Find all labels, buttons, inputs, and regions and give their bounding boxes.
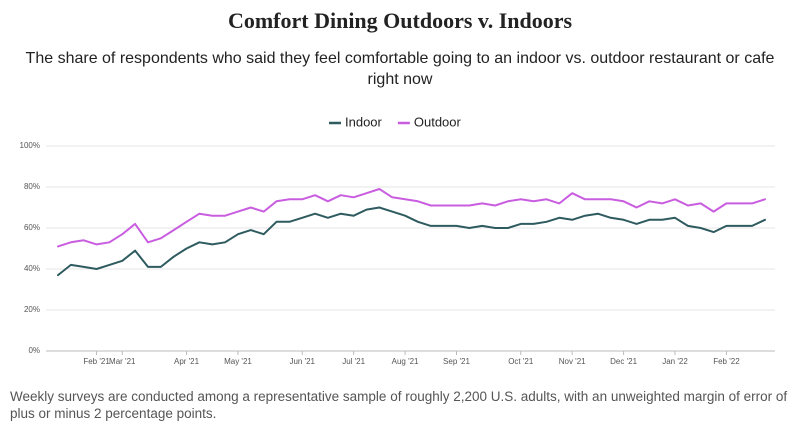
y-tick-label: 0%	[28, 346, 40, 355]
x-tick-label: Jul '21	[342, 357, 365, 366]
x-tick-label: Jan '22	[662, 357, 688, 366]
y-tick-label: 60%	[24, 223, 40, 232]
series-line	[57, 206, 766, 277]
x-tick-label: Mar '21	[109, 357, 136, 366]
x-tick-label: Oct '21	[508, 357, 534, 366]
y-tick-label: 100%	[20, 141, 40, 150]
x-tick-label: Feb '22	[713, 357, 740, 366]
series-line	[57, 188, 766, 248]
x-tick-label: Nov '21	[559, 357, 586, 366]
legend-label: Outdoor	[414, 114, 462, 129]
y-tick-label: 80%	[24, 182, 40, 191]
legend-label: Indoor	[345, 114, 383, 129]
chart-title: Comfort Dining Outdoors v. Indoors	[227, 8, 573, 33]
y-tick-label: 40%	[24, 264, 40, 273]
chart-subtitle: The share of respondents who said they f…	[25, 50, 775, 88]
x-tick-label: Dec '21	[610, 357, 637, 366]
x-tick-label: Apr '21	[174, 357, 200, 366]
x-tick-label: Sep '21	[443, 357, 470, 366]
y-tick-label: 20%	[24, 305, 40, 314]
footnote: Weekly surveys are conducted among a rep…	[10, 389, 788, 421]
x-tick-label: May '21	[224, 357, 252, 366]
x-tick-label: Jun '21	[289, 357, 315, 366]
x-tick-label: Feb '21	[83, 357, 110, 366]
x-tick-label: Aug '21	[392, 357, 419, 366]
